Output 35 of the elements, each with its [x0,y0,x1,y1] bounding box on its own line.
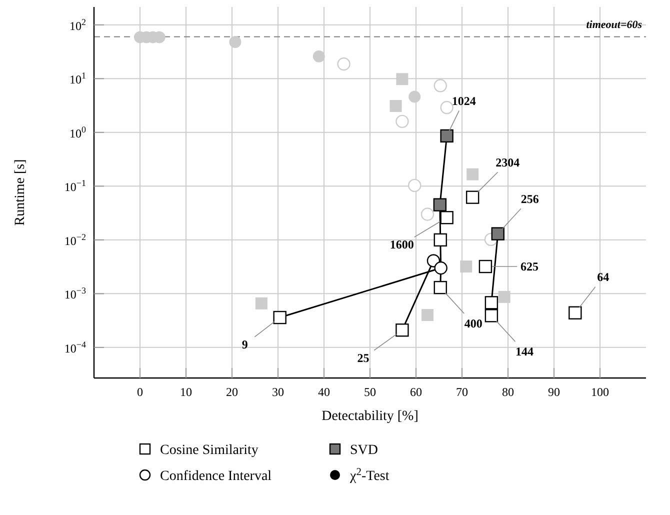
x-tick-label: 60 [410,385,422,399]
annotation: 64 [597,270,610,284]
x-tick-label: 30 [272,385,284,399]
annotation: 1600 [390,238,414,252]
y-tick-label: 10$^{2}$ [70,16,86,33]
y-axis-title: Runtime [s] [13,159,28,226]
y-tick-label: 10$^{−3}$ [64,286,86,302]
annotation: 1024 [452,94,476,108]
x-tick-label: 80 [502,385,514,399]
x-tick-label: 20 [226,385,238,399]
x-tick-label: 50 [364,385,376,399]
x-tick-label: 90 [548,385,560,399]
y-tick-label: 10$^{−4}$ [64,339,86,356]
annotation: 256 [520,192,539,206]
x-tick-label: 70 [456,385,468,399]
y-tick-label: 10$^{0}$ [70,124,86,140]
x-tick-label: 40 [318,385,330,399]
y-tick-label: 10$^{1}$ [70,70,86,87]
x-tick-label: 100 [591,385,609,399]
y-tick-label: 10$^{−2}$ [64,232,86,248]
annotation: 25 [357,351,370,366]
annotation: 2304 [496,155,520,170]
legend-label: Cosine Similarity [160,443,258,458]
legend-label: SVD [350,443,378,458]
legend-label: χ$^{2}$-Test [349,466,390,484]
x-tick-label: 10 [180,385,192,399]
annotation: 400 [464,316,482,331]
annotation: 9 [242,338,248,352]
annotation: 144 [515,344,534,359]
x-axis-title: Detectability [%] [322,409,418,424]
x-tick-label: 0 [137,385,143,399]
legend-label: Confidence Interval [160,469,272,484]
annotation: 625 [520,260,538,274]
y-tick-label: 10$^{−1}$ [64,178,86,194]
ref-line-label: timeout=60s [586,18,642,31]
